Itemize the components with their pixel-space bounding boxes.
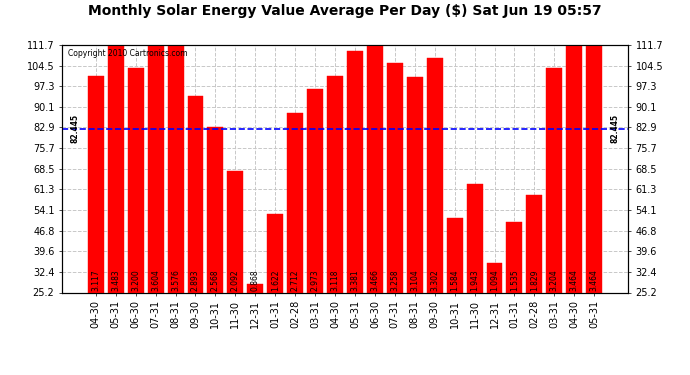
Text: 3.258: 3.258 — [391, 270, 400, 291]
Text: 3.483: 3.483 — [111, 269, 120, 291]
Bar — [267, 214, 283, 364]
Text: 2.973: 2.973 — [310, 269, 319, 291]
Text: 82.445: 82.445 — [610, 114, 619, 143]
Bar — [247, 284, 264, 364]
Bar — [466, 184, 482, 364]
Text: 3.204: 3.204 — [550, 269, 559, 291]
Bar — [566, 44, 582, 364]
Text: 3.466: 3.466 — [371, 269, 380, 291]
Bar — [208, 126, 224, 364]
Text: 82.445: 82.445 — [71, 114, 80, 143]
Bar — [446, 218, 462, 364]
Bar — [546, 68, 562, 364]
Bar — [188, 96, 204, 364]
Bar — [426, 58, 443, 364]
Text: 3.118: 3.118 — [331, 270, 339, 291]
Text: 0.868: 0.868 — [250, 270, 260, 291]
Bar — [586, 44, 602, 364]
Bar — [168, 33, 184, 364]
Text: 1.584: 1.584 — [450, 270, 459, 291]
Text: 3.464: 3.464 — [570, 269, 579, 291]
Bar — [88, 76, 103, 364]
Text: 1.622: 1.622 — [270, 270, 279, 291]
Text: 2.712: 2.712 — [290, 270, 299, 291]
Text: 2.092: 2.092 — [231, 270, 240, 291]
Bar — [327, 75, 343, 364]
Bar — [526, 195, 542, 364]
Bar — [148, 30, 164, 364]
Text: 3.464: 3.464 — [590, 269, 599, 291]
Bar — [228, 171, 244, 364]
Bar — [486, 263, 502, 364]
Bar — [367, 43, 383, 364]
Bar — [108, 42, 124, 364]
Text: 3.604: 3.604 — [151, 269, 160, 291]
Text: 3.576: 3.576 — [171, 269, 180, 291]
Text: 3.302: 3.302 — [430, 269, 440, 291]
Text: 1.829: 1.829 — [530, 270, 539, 291]
Bar — [506, 222, 522, 364]
Bar — [387, 63, 403, 364]
Bar — [128, 68, 144, 364]
Text: 2.893: 2.893 — [191, 270, 200, 291]
Text: 3.200: 3.200 — [131, 269, 140, 291]
Text: 1.535: 1.535 — [510, 269, 519, 291]
Bar — [347, 51, 363, 364]
Text: 3.104: 3.104 — [411, 269, 420, 291]
Text: 1.094: 1.094 — [490, 269, 499, 291]
Text: Monthly Solar Energy Value Average Per Day ($) Sat Jun 19 05:57: Monthly Solar Energy Value Average Per D… — [88, 4, 602, 18]
Bar — [307, 89, 323, 364]
Text: 3.117: 3.117 — [91, 270, 100, 291]
Text: 3.381: 3.381 — [351, 270, 359, 291]
Bar — [407, 77, 423, 364]
Text: Copyright 2010 Cartronics.com: Copyright 2010 Cartronics.com — [68, 49, 187, 58]
Bar — [287, 113, 303, 364]
Text: 1.943: 1.943 — [470, 269, 479, 291]
Text: 2.568: 2.568 — [211, 270, 220, 291]
